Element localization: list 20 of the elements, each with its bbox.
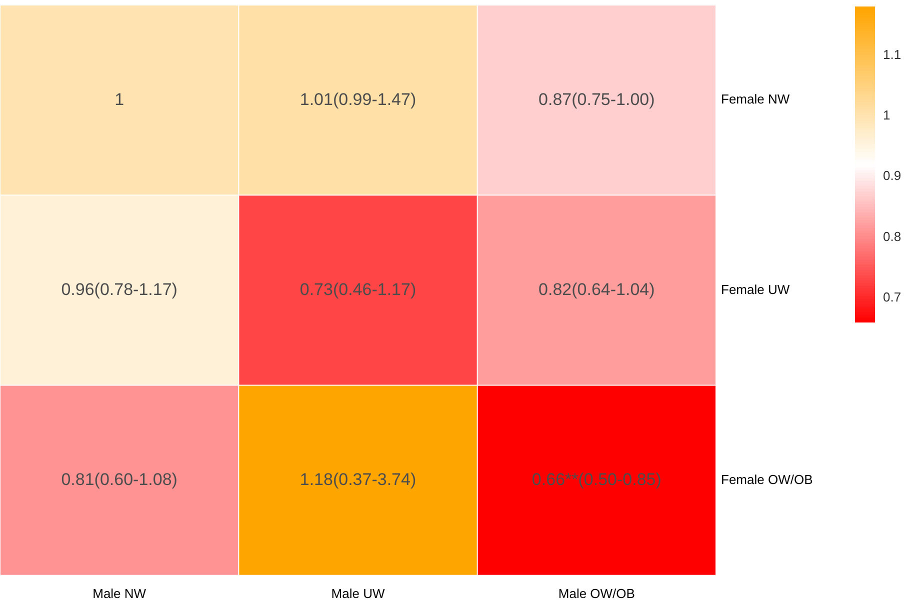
data-label: 0.66**(0.50-0.85) [532,470,662,490]
x-tick-label: Male OW/OB [558,586,635,601]
color-bar-label: 1 [883,108,890,123]
data-label: 1.01(0.99-1.47) [300,90,416,109]
color-bar-label: 0.7 [883,289,902,304]
data-label: 1 [114,90,124,109]
data-label: 0.96(0.78-1.17) [61,280,178,299]
color-bar-label: 0.8 [883,228,902,244]
data-label: 0.87(0.75-1.00) [538,90,655,109]
data-label: 1.18(0.37-3.74) [300,470,416,490]
y-tick-label: Female NW [721,92,790,107]
color-bar-label: 1.1 [883,47,902,62]
y-tick-label: Female UW [721,282,790,297]
x-tick-label: Male NW [92,586,147,601]
data-label: 0.81(0.60-1.08) [61,470,178,490]
data-label: 0.82(0.64-1.04) [538,280,655,299]
color-bar-label: 0.9 [883,168,902,184]
data-label: 0.73(0.46-1.17) [300,280,416,299]
y-tick-label: Female OW/OB [721,472,813,487]
x-tick-label: Male UW [331,586,386,601]
